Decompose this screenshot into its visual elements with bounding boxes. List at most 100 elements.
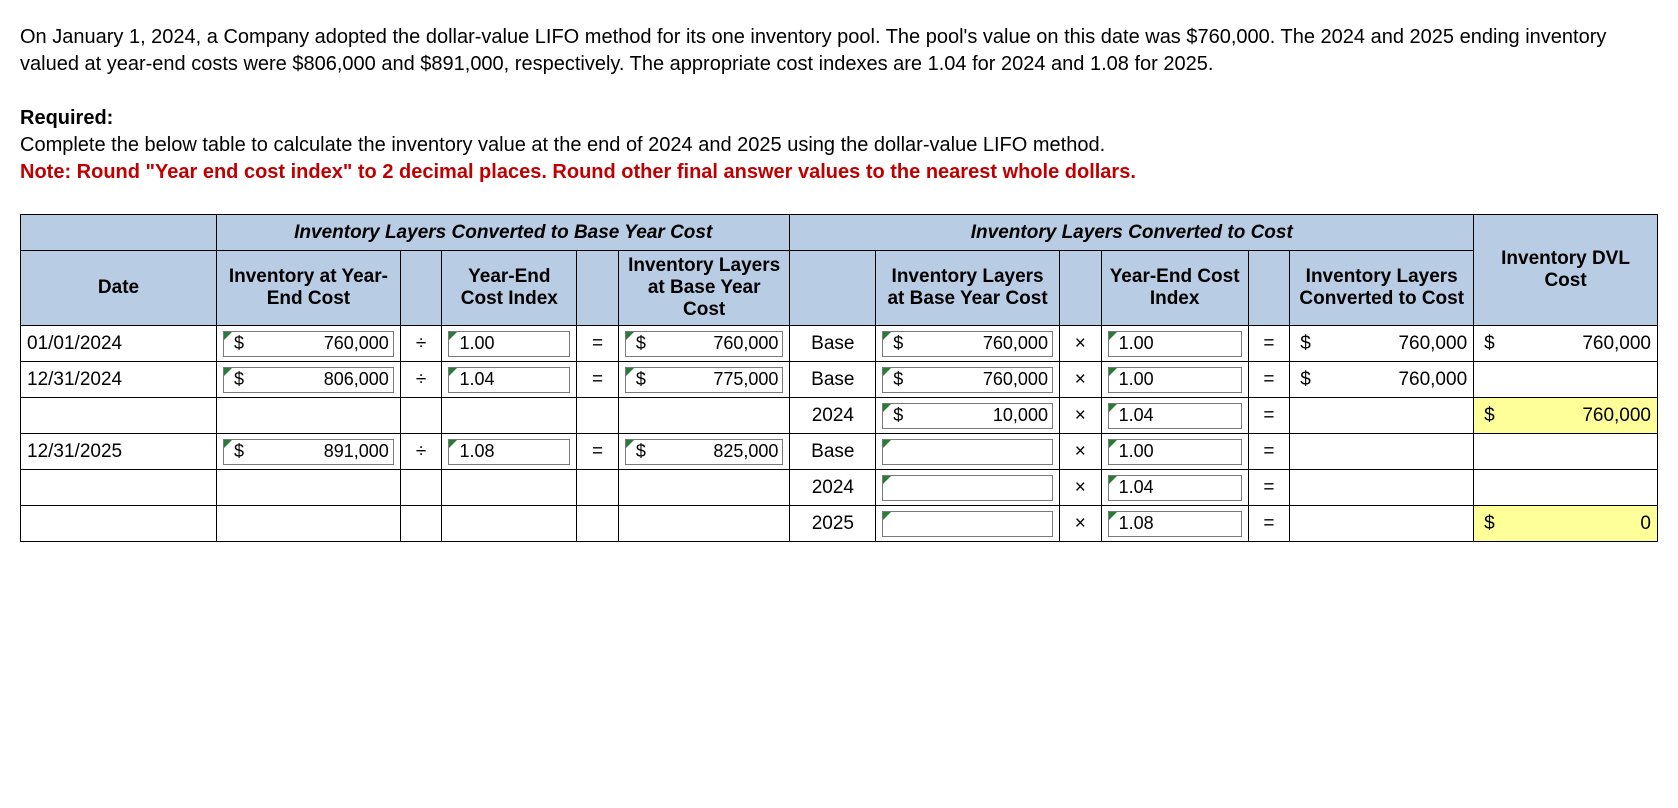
table-row: 2024 $10,000 × 1.04 = $760,000 <box>21 398 1658 434</box>
header-group-base: Inventory Layers Converted to Base Year … <box>217 215 790 251</box>
op-div: ÷ <box>400 362 442 398</box>
header-base: Inventory Layers at Base Year Cost <box>618 251 790 326</box>
idx2-input[interactable]: 1.04 <box>1101 398 1248 434</box>
inv-input[interactable]: $891,000 <box>217 434 401 470</box>
table-row: 12/31/2025 $891,000 ÷ 1.08 = $825,000 Ba… <box>21 434 1658 470</box>
idx-input[interactable]: 1.00 <box>442 326 577 362</box>
required-label: Required: <box>20 107 113 129</box>
op-mul: × <box>1059 398 1101 434</box>
table-row: 2025 $. × 1.08 = $0 <box>21 506 1658 542</box>
dvl-cell <box>1474 434 1658 470</box>
conv-cell: $760,000 <box>1290 362 1474 398</box>
op-eq: = <box>1248 398 1290 434</box>
lifo-table: Inventory Layers Converted to Base Year … <box>20 214 1658 542</box>
lbase-input[interactable]: $10,000 <box>876 398 1060 434</box>
header-empty <box>21 215 217 251</box>
layer-label: 2024 <box>790 470 876 506</box>
header-lbase: Inventory Layers at Base Year Cost <box>876 251 1060 326</box>
lbase-input[interactable]: $. <box>876 506 1060 542</box>
inv-cell <box>217 470 401 506</box>
dvl-cell <box>1474 470 1658 506</box>
base-input[interactable]: $825,000 <box>618 434 790 470</box>
conv-cell <box>1290 470 1474 506</box>
header-inv: Inventory at Year-End Cost <box>217 251 401 326</box>
lbase-input[interactable]: $760,000 <box>876 326 1060 362</box>
idx2-input[interactable]: 1.00 <box>1101 326 1248 362</box>
idx-input[interactable]: 1.08 <box>442 434 577 470</box>
base-input[interactable]: $775,000 <box>618 362 790 398</box>
header-dvl: Inventory DVL Cost <box>1474 215 1658 326</box>
date-cell: 12/31/2025 <box>21 434 217 470</box>
lbase-input[interactable]: $760,000 <box>876 362 1060 398</box>
header-layer <box>790 251 876 326</box>
header-date: Date <box>21 251 217 326</box>
problem-statement: On January 1, 2024, a Company adopted th… <box>20 24 1658 186</box>
dvl-cell: $760,000 <box>1474 326 1658 362</box>
lbase-input[interactable]: $. <box>876 470 1060 506</box>
table-row: 01/01/2024 $760,000 ÷ 1.00 = $760,000 Ba… <box>21 326 1658 362</box>
header-conv: Inventory Layers Converted to Cost <box>1290 251 1474 326</box>
dvl-cell <box>1474 362 1658 398</box>
dvl-cell: $760,000 <box>1474 398 1658 434</box>
idx-input[interactable]: 1.04 <box>442 362 577 398</box>
note-text: Note: Round "Year end cost index" to 2 d… <box>20 161 1136 183</box>
required-text: Complete the below table to calculate th… <box>20 134 1105 156</box>
conv-cell: $760,000 <box>1290 326 1474 362</box>
op-mul: × <box>1059 506 1101 542</box>
header-group-cost: Inventory Layers Converted to Cost <box>790 215 1474 251</box>
header-op4 <box>1248 251 1290 326</box>
inv-input[interactable]: $806,000 <box>217 362 401 398</box>
idx2-input[interactable]: 1.00 <box>1101 362 1248 398</box>
idx-cell <box>442 470 577 506</box>
conv-cell <box>1290 398 1474 434</box>
inv-input[interactable]: $760,000 <box>217 326 401 362</box>
problem-paragraph: On January 1, 2024, a Company adopted th… <box>20 24 1658 78</box>
op-cell <box>577 470 619 506</box>
header-op1 <box>400 251 442 326</box>
op-cell <box>400 398 442 434</box>
base-cell <box>618 398 790 434</box>
idx-cell <box>442 506 577 542</box>
lbase-input[interactable]: $. <box>876 434 1060 470</box>
layer-label: Base <box>790 362 876 398</box>
op-eq: = <box>577 362 619 398</box>
idx2-input[interactable]: 1.04 <box>1101 470 1248 506</box>
header-op3 <box>1059 251 1101 326</box>
layer-label: 2024 <box>790 398 876 434</box>
date-cell <box>21 398 217 434</box>
conv-cell <box>1290 506 1474 542</box>
op-div: ÷ <box>400 434 442 470</box>
inv-cell <box>217 398 401 434</box>
op-eq: = <box>577 326 619 362</box>
idx-cell <box>442 398 577 434</box>
op-eq: = <box>1248 470 1290 506</box>
base-cell <box>618 506 790 542</box>
op-cell <box>577 506 619 542</box>
date-cell <box>21 470 217 506</box>
idx2-input[interactable]: 1.08 <box>1101 506 1248 542</box>
op-eq: = <box>1248 362 1290 398</box>
header-idx2: Year-End Cost Index <box>1101 251 1248 326</box>
table-row: 12/31/2024 $806,000 ÷ 1.04 = $775,000 Ba… <box>21 362 1658 398</box>
dvl-cell: $0 <box>1474 506 1658 542</box>
op-mul: × <box>1059 434 1101 470</box>
conv-cell <box>1290 434 1474 470</box>
op-mul: × <box>1059 362 1101 398</box>
op-mul: × <box>1059 470 1101 506</box>
op-eq: = <box>577 434 619 470</box>
base-input[interactable]: $760,000 <box>618 326 790 362</box>
op-cell <box>400 506 442 542</box>
layer-label: Base <box>790 326 876 362</box>
op-div: ÷ <box>400 326 442 362</box>
date-cell <box>21 506 217 542</box>
layer-label: 2025 <box>790 506 876 542</box>
op-cell <box>577 398 619 434</box>
header-idx: Year-End Cost Index <box>442 251 577 326</box>
op-mul: × <box>1059 326 1101 362</box>
op-eq: = <box>1248 326 1290 362</box>
layer-label: Base <box>790 434 876 470</box>
idx2-input[interactable]: 1.00 <box>1101 434 1248 470</box>
op-cell <box>400 470 442 506</box>
date-cell: 01/01/2024 <box>21 326 217 362</box>
op-eq: = <box>1248 434 1290 470</box>
